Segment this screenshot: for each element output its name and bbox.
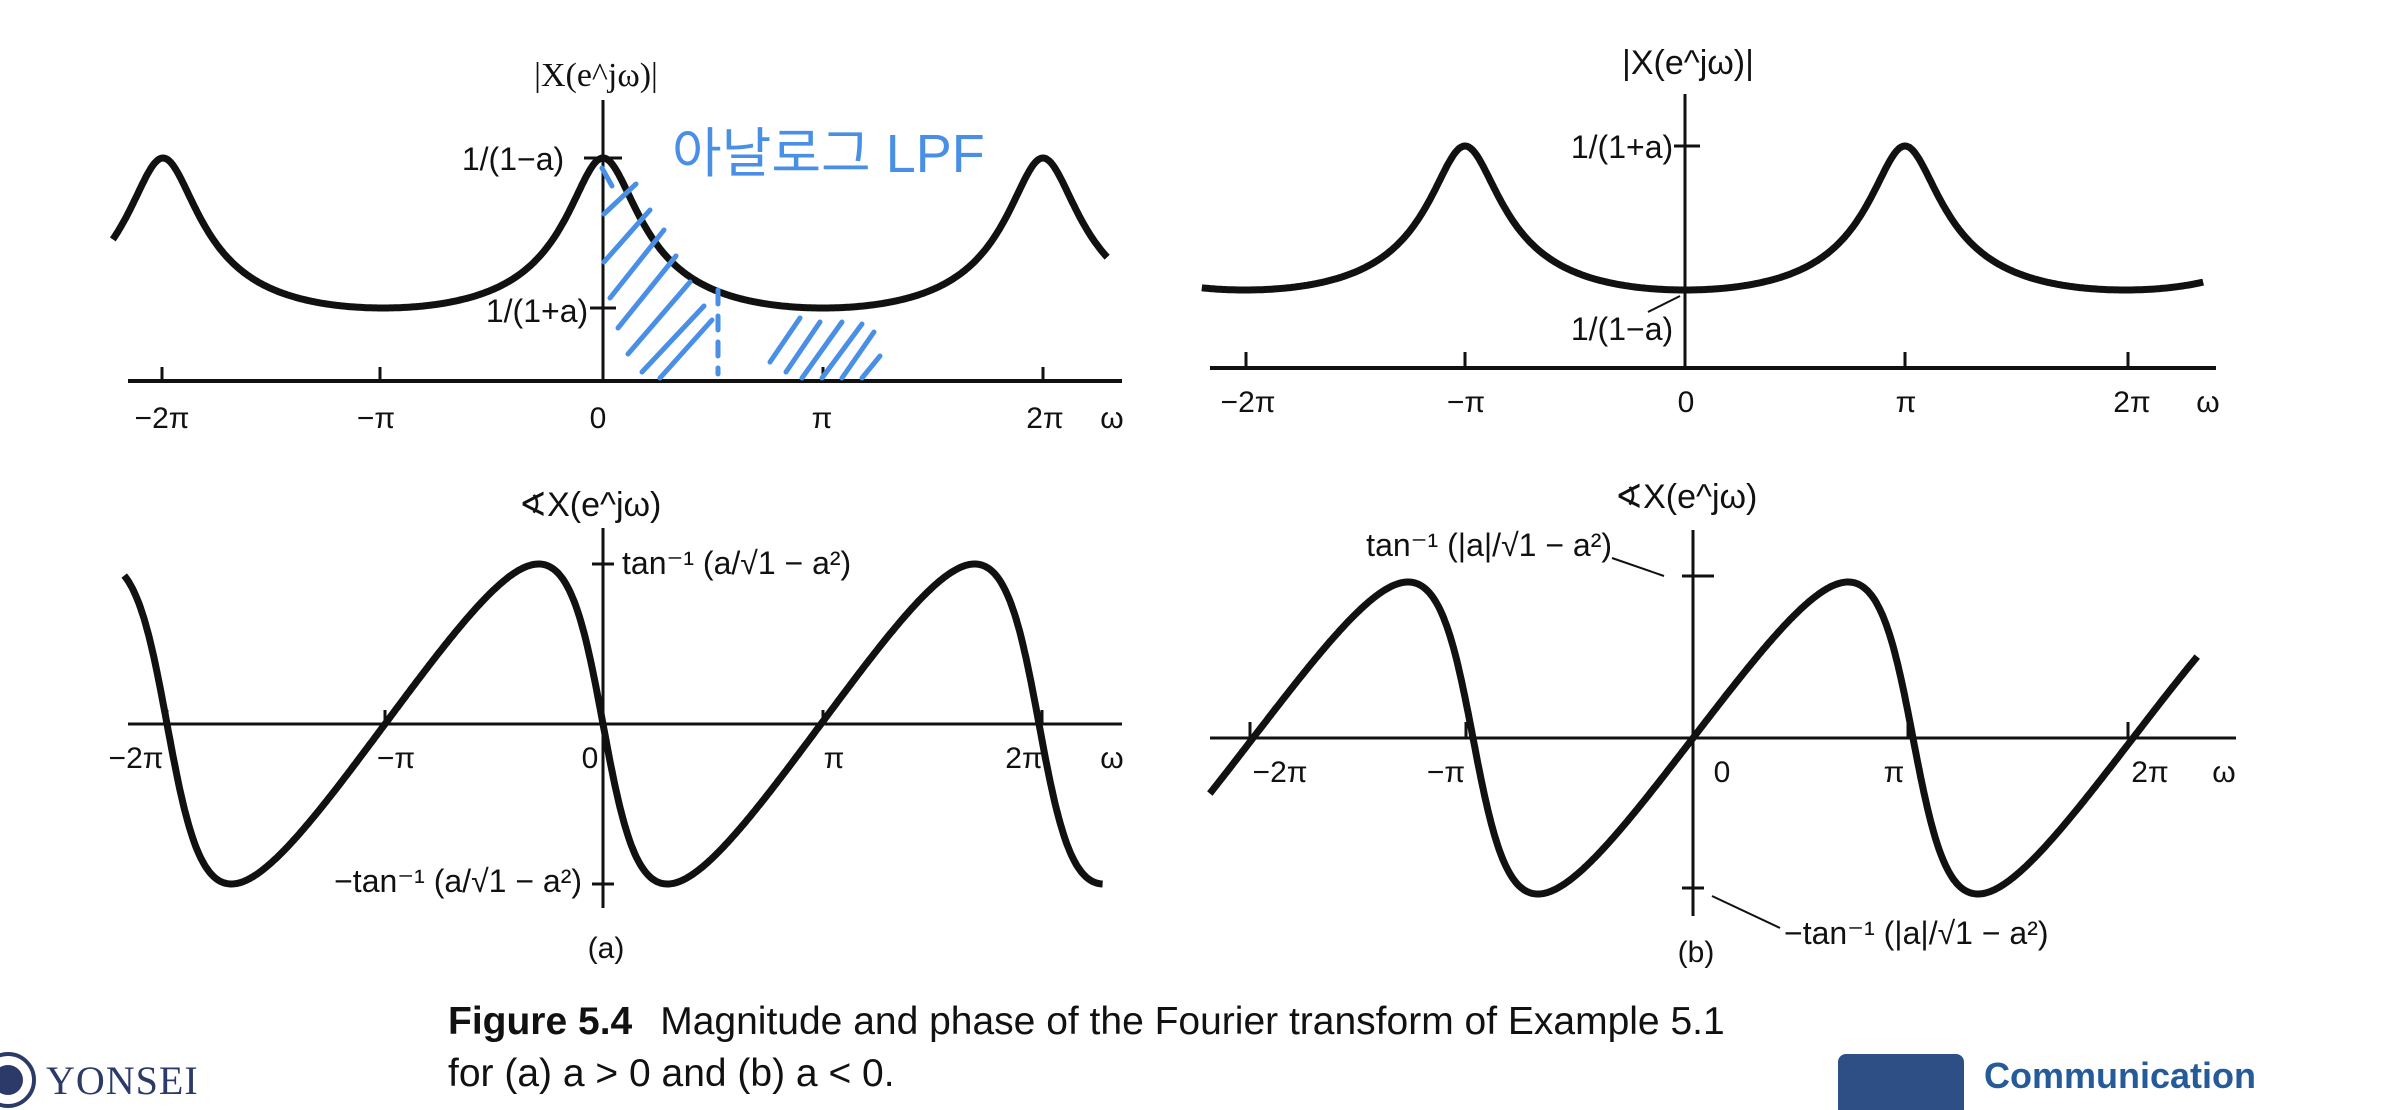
x-tick-label: 0	[1714, 756, 1731, 789]
x-tick-label: π	[1896, 386, 1917, 419]
annotation-text: 아날로그 LPF	[672, 124, 985, 184]
panel-sublabel: (b)	[1678, 936, 1715, 969]
tick-marks	[1248, 574, 2130, 890]
x-axis-label: ω	[1100, 402, 1123, 435]
x-tick-label: 2π	[1005, 742, 1042, 775]
y-tick-label: 1/(1−a)	[462, 141, 564, 177]
y-tick-label: −tan⁻¹ (a/√1 − a²)	[334, 863, 582, 899]
phase-curve	[121, 560, 1103, 888]
phase-curve	[1207, 578, 2200, 898]
y-axis-title: |X(e^jω)|	[1622, 44, 1754, 82]
y-tick-label: 1/(1+a)	[486, 293, 588, 329]
caption-line-2: for (a) a > 0 and (b) a < 0.	[448, 1052, 895, 1095]
x-tick-label: −π	[1427, 756, 1465, 789]
pointer-arrow	[1647, 295, 1681, 313]
x-tick-label: 0	[1678, 386, 1695, 419]
handwritten-annotation: 아날로그 LPF	[599, 124, 985, 381]
y-tick-label: tan⁻¹ (|a|/√1 − a²)	[1366, 527, 1612, 563]
caption-text: Magnitude and phase of the Fourier trans…	[660, 1000, 1725, 1043]
x-tick-label: π	[812, 402, 833, 435]
phase-plot-b: ∢X(e^jω) −2π −π 0 π 2π ω tan⁻¹ (|a|/√1 −…	[1207, 478, 2236, 969]
x-tick-label: −π	[377, 742, 415, 775]
x-tick-label: π	[1884, 756, 1905, 789]
x-tick-label: 2π	[1026, 402, 1063, 435]
pointer-arrow	[1611, 557, 1665, 577]
university-name: YONSEI	[46, 1057, 199, 1103]
x-axis-label: ω	[1100, 742, 1123, 775]
y-tick-label: −tan⁻¹ (|a|/√1 − a²)	[1784, 915, 2049, 951]
y-tick-label: 1/(1−a)	[1571, 311, 1673, 347]
lab-name: Communication	[1984, 1055, 2257, 1096]
lab-logo-icon	[1838, 1054, 1964, 1110]
y-axis-title: |X(e^jω)|	[534, 57, 658, 94]
x-axis-label: ω	[2196, 386, 2219, 419]
y-axis-title: ∢X(e^jω)	[519, 486, 662, 524]
x-tick-marks	[1244, 144, 2130, 368]
x-tick-label: −π	[1447, 386, 1485, 419]
x-axis-label: ω	[2212, 756, 2235, 789]
magnitude-plot-a: |X(e^jω)| −2π −π 0 π 2π ω 1/(1−a) 1/(1+a…	[109, 57, 1124, 435]
magnitude-plot-b: |X(e^jω)| −2π −π 0 π 2π ω 1/(1+a) 1/(1−a…	[1201, 44, 2220, 419]
x-tick-label: 0	[590, 402, 607, 435]
x-tick-label: −2π	[109, 742, 164, 775]
y-tick-label: 1/(1+a)	[1571, 129, 1673, 165]
figure-caption: Figure 5.4 Magnitude and phase of the Fou…	[448, 996, 1868, 1100]
x-tick-label: 2π	[2113, 386, 2150, 419]
x-tick-label: −2π	[1253, 756, 1308, 789]
phase-plot-a: ∢X(e^jω) −2π −π 0 π 2π ω tan⁻¹ (a/√1 − a…	[109, 486, 1124, 965]
y-tick-label: tan⁻¹ (a/√1 − a²)	[622, 545, 851, 581]
x-tick-label: 0	[582, 742, 599, 775]
pointer-arrow	[1711, 895, 1781, 929]
x-tick-label: −2π	[135, 402, 190, 435]
magnitude-curve	[1201, 142, 2205, 294]
university-logo: YONSEI	[0, 1050, 199, 1110]
caption-line-1: Figure 5.4 Magnitude and phase of the Fou…	[448, 996, 1868, 1048]
x-tick-label: −2π	[1221, 386, 1276, 419]
panel-sublabel: (a)	[588, 932, 625, 965]
x-tick-label: 2π	[2131, 756, 2168, 789]
magnitude-curve	[109, 154, 1110, 312]
x-tick-label: −π	[357, 402, 395, 435]
university-seal-icon	[0, 1052, 36, 1108]
y-axis-title: ∢X(e^jω)	[1615, 478, 1758, 516]
x-tick-label: π	[824, 742, 845, 775]
caption-label: Figure 5.4	[448, 1000, 633, 1043]
lab-logo: Communication	[1838, 1054, 2256, 1110]
